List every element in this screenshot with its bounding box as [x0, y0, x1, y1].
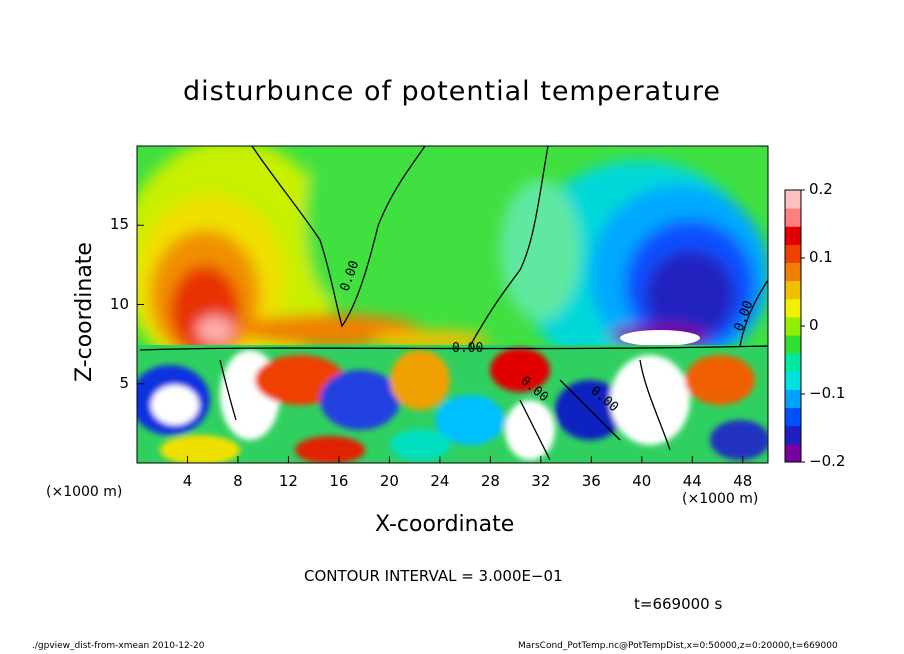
- colorbar-tick-label: 0.2: [809, 180, 833, 198]
- colorbar-swatch: [785, 407, 801, 427]
- x-tick-label: 40: [632, 472, 652, 490]
- chart-title: disturbunce of potential temperature: [183, 76, 721, 107]
- colorbar: [784, 189, 805, 463]
- x-tick-label: 48: [733, 472, 753, 490]
- y-tick-label: 10: [109, 294, 129, 313]
- colorbar-swatch: [785, 425, 801, 445]
- colorbar-tick-label: −0.2: [809, 452, 846, 470]
- y-axis-label: Z-coordinate: [72, 242, 97, 382]
- colorbar-swatch: [785, 298, 801, 318]
- y-tick-label: 5: [119, 373, 129, 392]
- heatmap-field: 0.00 0.00 0.00 0.00 0.00: [137, 146, 768, 463]
- colorbar-tick-label: −0.1: [809, 384, 846, 402]
- x-tick-label: 24: [430, 472, 450, 490]
- x-tick-label: 4: [182, 472, 193, 490]
- contour-label: 0.00: [452, 341, 483, 356]
- colorbar-tick-label: 0.1: [809, 248, 833, 266]
- colorbar-swatch: [785, 262, 801, 282]
- x-tick-label: 20: [379, 472, 399, 490]
- colorbar-tick-label: 0: [809, 316, 819, 334]
- footer-file-info: MarsCond_PotTemp.nc@PotTempDist,x=0:5000…: [518, 641, 838, 651]
- colorbar-swatch: [785, 353, 801, 372]
- colorbar-swatch: [785, 190, 801, 209]
- footer-script-info: ./gpview_dist-from-xmean 2010-12-20: [32, 641, 205, 651]
- colorbar-swatch: [785, 244, 801, 264]
- contour-interval-note: CONTOUR INTERVAL = 3.000E−01: [304, 567, 563, 585]
- x-tick-label: 32: [531, 472, 551, 490]
- y-tick-label: 15: [109, 215, 129, 234]
- colorbar-swatch: [785, 280, 801, 300]
- x-tick-label: 36: [581, 472, 601, 490]
- y-axis: [137, 224, 144, 385]
- x-tick-label: 12: [278, 472, 298, 490]
- colorbar-swatch: [785, 443, 801, 463]
- x-unit-right: (×1000 m): [682, 491, 759, 507]
- colorbar-swatch: [785, 335, 801, 354]
- x-tick-label: 44: [682, 472, 702, 490]
- x-axis-label: X-coordinate: [375, 512, 515, 537]
- time-label: t=669000 s: [634, 595, 723, 613]
- colorbar-swatch: [785, 389, 801, 409]
- colorbar-swatch: [785, 226, 801, 245]
- x-unit-left: (×1000 m): [46, 484, 123, 500]
- colorbar-swatch: [785, 316, 801, 336]
- colorbar-swatch: [785, 371, 801, 390]
- colorbar-swatch: [785, 208, 801, 227]
- x-axis: [186, 456, 744, 463]
- x-tick-label: 8: [233, 472, 243, 490]
- x-tick-label: 28: [480, 472, 500, 490]
- x-tick-label: 16: [329, 472, 349, 490]
